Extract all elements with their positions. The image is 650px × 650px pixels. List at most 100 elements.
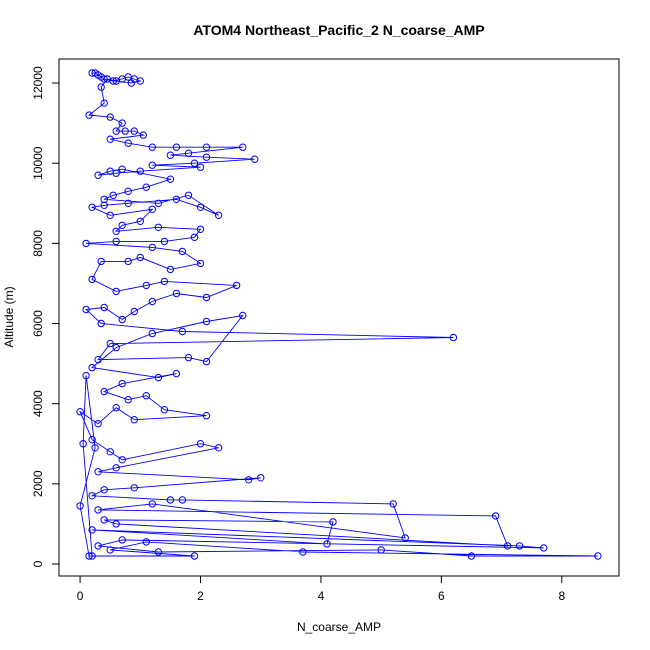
data-point [166, 151, 175, 159]
data-point [202, 412, 211, 420]
data-point [154, 199, 163, 208]
data-point [594, 552, 602, 560]
data-point [112, 77, 120, 85]
x-tick-label: 6 [438, 589, 445, 603]
y-tick-label: 8000 [31, 230, 45, 257]
data-point [449, 333, 458, 342]
data-point [130, 416, 139, 424]
y-tick-label: 6000 [31, 310, 45, 337]
x-axis: 0 2 4 6 8 [77, 575, 565, 603]
data-point [160, 406, 169, 414]
data-point [106, 339, 114, 348]
data-point [79, 440, 87, 448]
y-axis: 0 2000 4000 6000 8000 10000 12000 [31, 66, 60, 567]
data-point [190, 159, 199, 167]
data-point [106, 135, 114, 143]
data-point [202, 153, 211, 161]
data-point [299, 548, 307, 556]
data-point [82, 305, 90, 314]
data-point [88, 436, 96, 444]
data-point [142, 392, 151, 400]
data-point [112, 464, 120, 472]
data-point [148, 500, 157, 508]
series-line [79, 72, 598, 557]
data-point [94, 420, 102, 428]
data-point [142, 183, 151, 191]
data-point [257, 474, 265, 482]
data-point [106, 211, 114, 220]
data-point [323, 540, 331, 548]
x-tick-label: 8 [558, 589, 565, 603]
data-point [127, 79, 136, 87]
data-point [124, 187, 132, 196]
data-point [154, 223, 163, 232]
data-point [136, 167, 145, 175]
data-point [88, 492, 96, 500]
data-point [94, 506, 102, 514]
data-point [202, 317, 211, 326]
data-point [178, 496, 187, 504]
data-point [124, 139, 132, 147]
data-point [112, 520, 120, 528]
data-point [100, 486, 108, 494]
data-point [540, 544, 548, 552]
data-point [112, 227, 120, 236]
data-point [100, 99, 108, 107]
data-point [112, 404, 120, 412]
data-point [214, 211, 223, 220]
data-point [85, 111, 93, 119]
data-point [389, 500, 397, 508]
data-point [130, 127, 139, 135]
data-point [401, 534, 409, 542]
data-point [491, 512, 500, 520]
data-point [88, 203, 96, 212]
data-point [124, 396, 132, 404]
data-point [202, 357, 211, 366]
data-point [112, 237, 120, 246]
data-point [154, 373, 163, 382]
data-point [184, 149, 193, 157]
data-point [106, 167, 114, 175]
data-point [148, 161, 157, 169]
data-point [118, 315, 126, 324]
data-point [88, 275, 96, 284]
data-point [136, 77, 145, 85]
data-point [503, 542, 512, 550]
data-point [196, 203, 205, 212]
data-point [190, 233, 199, 242]
y-axis-label: Altitude (m) [2, 286, 16, 347]
data-point [166, 265, 175, 274]
data-point [118, 379, 126, 388]
data-point [196, 259, 205, 268]
data-point [329, 518, 337, 526]
data-point [166, 175, 175, 183]
x-tick-label: 2 [197, 589, 204, 603]
x-tick-label: 4 [318, 589, 325, 603]
data-point [100, 303, 108, 312]
data-point [88, 363, 96, 372]
data-point [100, 75, 108, 83]
data-point [76, 502, 84, 510]
chart-title: ATOM4 Northeast_Pacific_2 N_coarse_AMP [193, 22, 484, 38]
data-point [148, 143, 157, 151]
data-point [202, 143, 211, 151]
data-point [142, 281, 151, 290]
data-point [97, 319, 105, 328]
data-point [118, 221, 126, 230]
data-point [160, 277, 169, 286]
data-point [130, 484, 139, 492]
x-axis-label: N_coarse_AMP [297, 620, 381, 634]
data-point [515, 542, 524, 550]
data-point [239, 143, 247, 151]
data-point [245, 476, 253, 484]
data-point [112, 127, 120, 135]
x-tick-label: 0 [77, 589, 84, 603]
data-point [239, 311, 247, 320]
data-point [148, 297, 157, 306]
data-point [94, 171, 102, 179]
data-point [196, 225, 205, 234]
data-point [106, 113, 114, 121]
data-point [85, 552, 93, 560]
data-point [178, 247, 187, 256]
